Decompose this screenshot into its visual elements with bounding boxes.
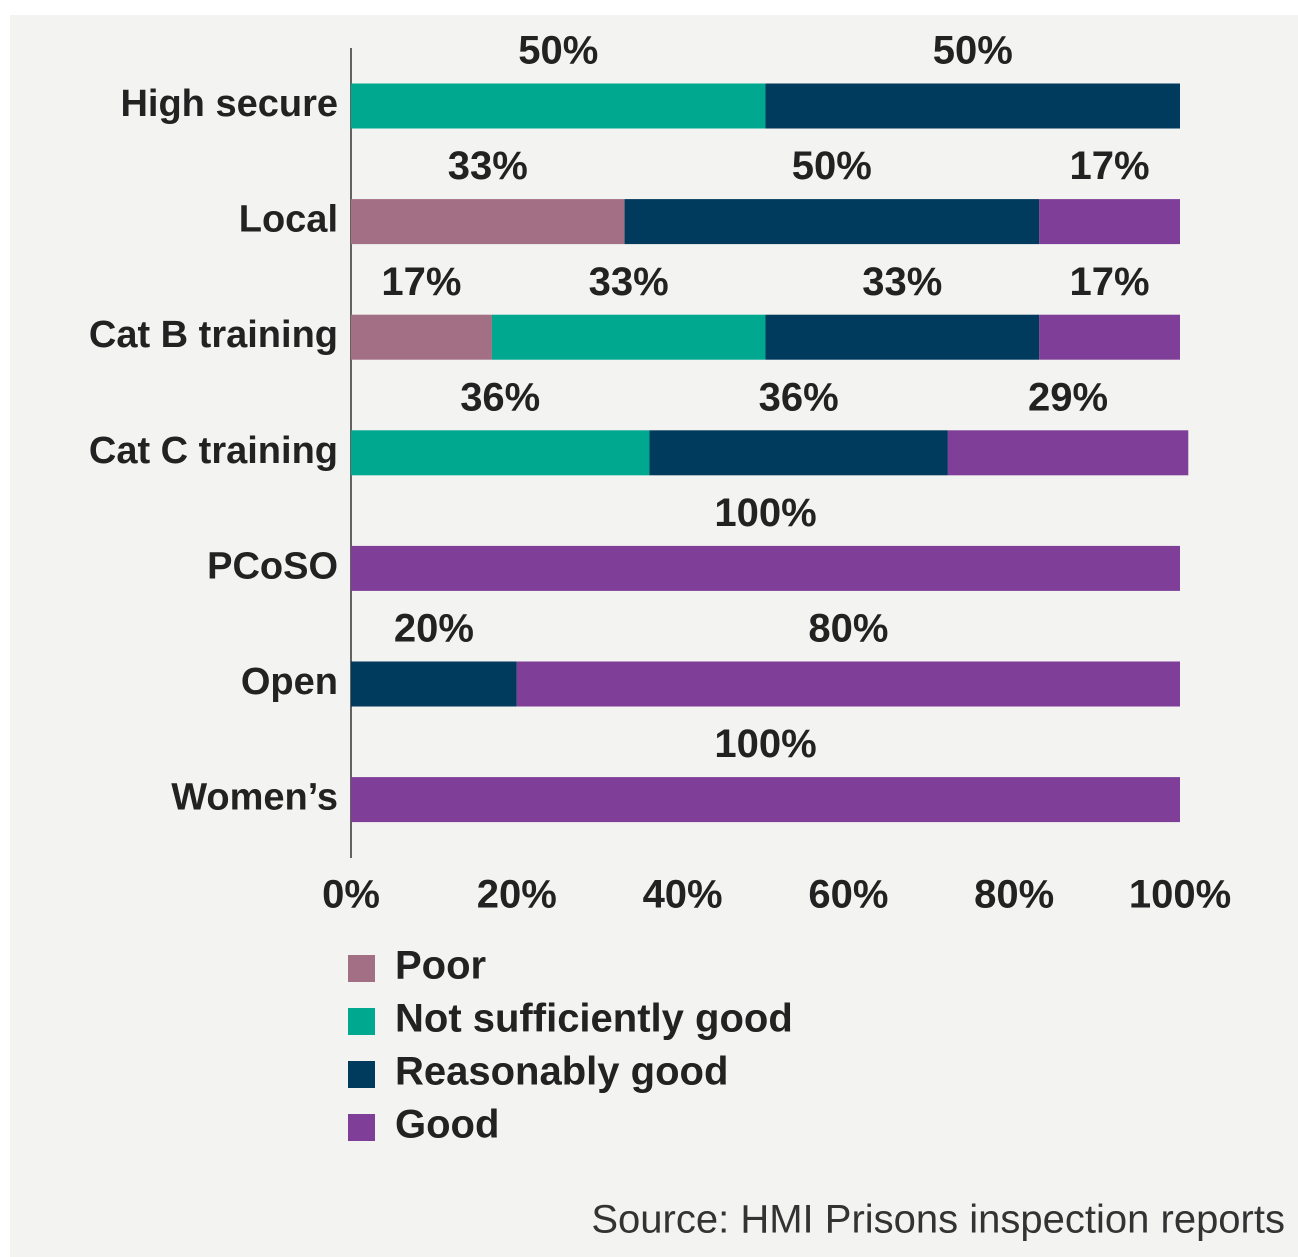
bar-segment	[1039, 199, 1180, 245]
y-tick-label: Cat B training	[89, 314, 338, 356]
bar-segment	[351, 83, 766, 129]
value-label: 36%	[460, 375, 540, 419]
legend-swatch	[348, 1008, 375, 1035]
y-tick-label: Women’s	[171, 777, 338, 819]
value-label: 100%	[714, 491, 816, 535]
value-label: 17%	[1070, 260, 1150, 304]
y-tick-label: High secure	[120, 83, 338, 125]
bar-segment	[351, 661, 517, 707]
legend-label: Poor	[395, 944, 486, 988]
y-tick-label: Cat C training	[89, 430, 338, 472]
value-label: 36%	[759, 375, 839, 419]
value-label: 33%	[448, 144, 528, 188]
value-label: 50%	[933, 29, 1013, 73]
bar-segment	[649, 430, 948, 476]
y-tick-label: Local	[239, 199, 338, 241]
bar-segment	[624, 199, 1040, 245]
bar-segment	[491, 314, 766, 360]
x-tick-label: 80%	[974, 873, 1054, 917]
bar-segment	[1039, 314, 1180, 360]
x-tick-label: 60%	[808, 873, 888, 917]
value-label: 20%	[394, 607, 474, 651]
legend-swatch	[348, 1061, 375, 1088]
legend-swatch	[348, 955, 375, 982]
x-tick-label: 20%	[477, 873, 557, 917]
bar-segment	[765, 83, 1180, 129]
value-label: 33%	[589, 260, 669, 304]
bar-segment	[516, 661, 1180, 707]
value-label: 17%	[381, 260, 461, 304]
value-label: 50%	[518, 29, 598, 73]
x-tick-label: 40%	[643, 873, 723, 917]
legend-label: Not sufficiently good	[395, 997, 793, 1041]
x-tick-label: 100%	[1129, 873, 1231, 917]
source: Source: HMI Prisons inspection reports	[591, 1198, 1285, 1242]
value-label: 50%	[792, 144, 872, 188]
bar-segment	[351, 314, 492, 360]
value-label: 100%	[714, 722, 816, 766]
x-tick-label: 0%	[322, 873, 380, 917]
legend-label: Reasonably good	[395, 1050, 728, 1094]
value-label: 29%	[1028, 375, 1108, 419]
y-tick-label: Open	[241, 661, 338, 703]
bar-segment	[947, 430, 1189, 476]
value-label: 80%	[808, 607, 888, 651]
bar-segment	[351, 430, 650, 476]
y-tick-label: PCoSO	[207, 545, 338, 587]
bar-segment	[351, 545, 1180, 591]
bar-segment	[351, 199, 625, 245]
legend-label: Good	[395, 1103, 499, 1147]
value-label: 33%	[862, 260, 942, 304]
value-label: 17%	[1070, 144, 1150, 188]
bar-segment	[351, 777, 1180, 823]
bar-segment	[765, 314, 1040, 360]
legend-swatch	[348, 1114, 375, 1141]
